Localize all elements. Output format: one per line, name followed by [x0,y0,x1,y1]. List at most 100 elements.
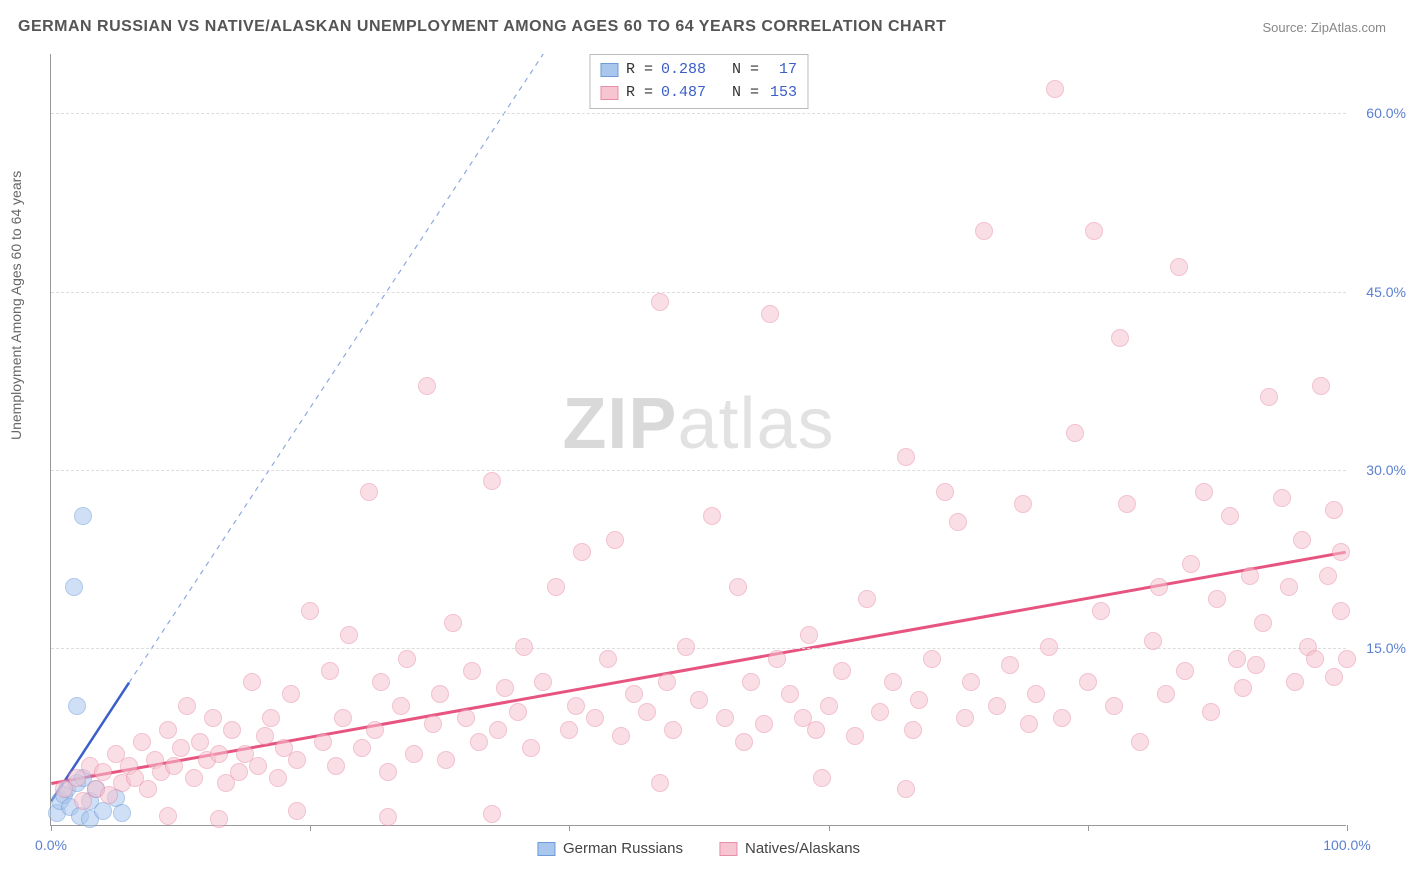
scatter-point [74,507,92,525]
scatter-point [94,763,112,781]
watermark-zip: ZIP [562,384,677,464]
legend-row-1: R = 0.288 N = 17 [600,59,797,82]
scatter-point [1221,507,1239,525]
scatter-point [444,614,462,632]
scatter-point [1247,656,1265,674]
scatter-point [1040,638,1058,656]
scatter-point [1306,650,1324,668]
scatter-point [210,810,228,828]
watermark: ZIPatlas [562,383,834,465]
scatter-point [372,673,390,691]
y-axis-label: Unemployment Among Ages 60 to 64 years [8,171,24,440]
scatter-point [1332,543,1350,561]
legend-n-label: N = [714,82,759,105]
scatter-point [1312,377,1330,395]
scatter-point [586,709,604,727]
scatter-point [1046,80,1064,98]
x-tick [310,825,311,831]
x-tick-label: 100.0% [1323,837,1370,853]
scatter-point [1319,567,1337,585]
scatter-point [761,305,779,323]
scatter-point [884,673,902,691]
scatter-point [768,650,786,668]
legend-swatch-icon [537,842,555,856]
scatter-point [269,769,287,787]
scatter-point [178,697,196,715]
scatter-point [1020,715,1038,733]
scatter-point [534,673,552,691]
scatter-point [113,804,131,822]
scatter-point [366,721,384,739]
y-tick-label: 45.0% [1366,284,1406,300]
gridline [51,292,1346,293]
y-tick-label: 15.0% [1366,640,1406,656]
scatter-point [1325,668,1343,686]
x-tick [1088,825,1089,831]
y-tick-label: 60.0% [1366,105,1406,121]
scatter-point [340,626,358,644]
scatter-point [405,745,423,763]
legend-n-value-2: 153 [767,82,797,105]
scatter-point [262,709,280,727]
scatter-point [923,650,941,668]
legend-item-1: German Russians [537,840,683,857]
scatter-point [424,715,442,733]
watermark-atlas: atlas [677,384,834,464]
scatter-point [547,578,565,596]
scatter-point [223,721,241,739]
scatter-point [282,685,300,703]
scatter-point [1176,662,1194,680]
legend-swatch-2 [600,86,618,100]
scatter-point [159,721,177,739]
scatter-point [437,751,455,769]
scatter-point [664,721,682,739]
scatter-point [379,808,397,826]
gridline [51,113,1346,114]
scatter-point [677,638,695,656]
scatter-point [638,703,656,721]
scatter-point [243,673,261,691]
legend-r-label: R = [626,59,653,82]
scatter-point [1338,650,1356,668]
scatter-point [988,697,1006,715]
scatter-point [1325,501,1343,519]
scatter-point [658,673,676,691]
series-legend: German Russians Natives/Alaskans [537,840,860,857]
x-tick-label: 0.0% [35,837,67,853]
scatter-point [321,662,339,680]
scatter-point [172,739,190,757]
scatter-point [612,727,630,745]
x-tick [51,825,52,831]
scatter-point [1092,602,1110,620]
correlation-legend: R = 0.288 N = 17 R = 0.487 N = 153 [589,54,808,109]
scatter-point [975,222,993,240]
scatter-point [1170,258,1188,276]
scatter-point [1085,222,1103,240]
scatter-point [1293,531,1311,549]
scatter-point [204,709,222,727]
scatter-point [1111,329,1129,347]
scatter-point [1234,679,1252,697]
scatter-point [846,727,864,745]
scatter-point [1241,567,1259,585]
y-tick-label: 30.0% [1366,462,1406,478]
scatter-point [431,685,449,703]
scatter-point [1280,578,1298,596]
scatter-point [904,721,922,739]
scatter-point [962,673,980,691]
scatter-point [509,703,527,721]
scatter-point [858,590,876,608]
gridline [51,470,1346,471]
scatter-point [1131,733,1149,751]
legend-r-label: R = [626,82,653,105]
scatter-point [1105,697,1123,715]
scatter-point [1332,602,1350,620]
scatter-point [165,757,183,775]
scatter-point [1079,673,1097,691]
scatter-point [288,802,306,820]
scatter-point [68,697,86,715]
scatter-point [1027,685,1045,703]
scatter-point [463,662,481,680]
scatter-point [483,472,501,490]
scatter-point [1208,590,1226,608]
